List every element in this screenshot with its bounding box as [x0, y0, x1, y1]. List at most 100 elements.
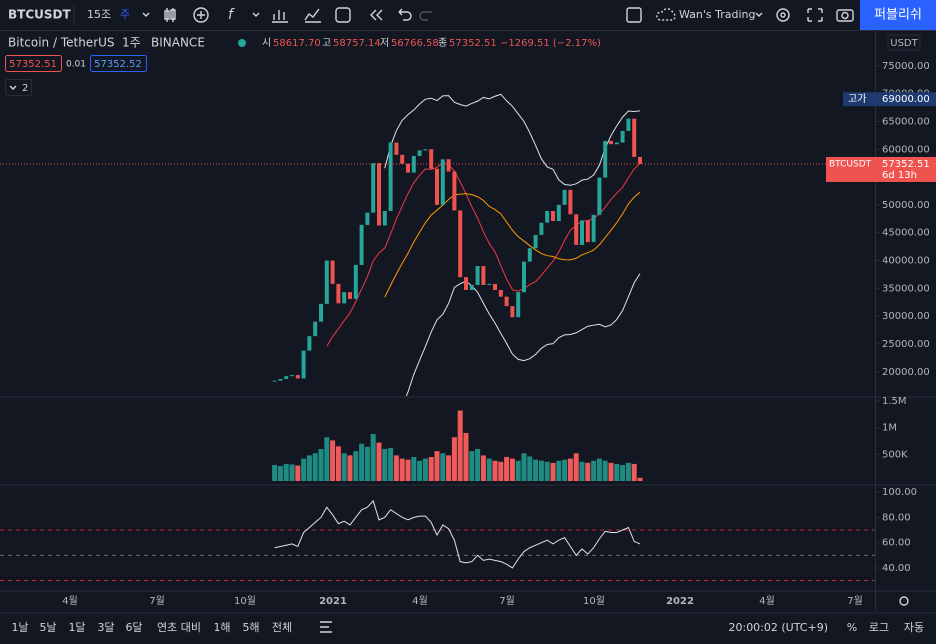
interval-button[interactable]: 15조: [87, 8, 111, 21]
candle: [568, 189, 573, 215]
settings-icon[interactable]: [899, 596, 909, 606]
currency-box[interactable]: [887, 34, 921, 51]
symbol-search[interactable]: BTCUSDT: [8, 8, 71, 22]
y-tick-label: 100.00: [882, 487, 917, 498]
y-tick-label: 1M: [882, 423, 897, 434]
layout-name[interactable]: Wan's Trading: [679, 8, 756, 21]
candle: [353, 264, 358, 299]
range-button[interactable]: 1달: [68, 621, 85, 634]
candle: [510, 306, 515, 318]
y-tick-label: 65000.00: [882, 116, 930, 127]
ask-price[interactable]: 57352.52: [94, 59, 142, 70]
volume-bar: [480, 455, 486, 481]
volume-bar: [469, 451, 475, 481]
candle: [330, 260, 335, 284]
legend-label: 저: [380, 37, 389, 49]
volume-bar: [283, 463, 289, 481]
range-button[interactable]: 전체: [272, 621, 292, 634]
percent-toggle[interactable]: %: [847, 621, 857, 634]
toggle-icon[interactable]: [9, 85, 17, 90]
volume-bar: [573, 453, 579, 481]
candle: [348, 292, 352, 299]
volume-bar: [359, 443, 365, 481]
candle: [504, 296, 509, 307]
volume-bar: [370, 434, 376, 481]
auto-toggle[interactable]: 자동: [904, 621, 924, 634]
ask-box[interactable]: [90, 55, 147, 72]
indicators-count[interactable]: 2: [22, 83, 28, 94]
candle: [365, 212, 370, 225]
indicators-toggle[interactable]: [5, 79, 32, 96]
y-tick-label: 45000.00: [882, 228, 930, 239]
candle: [371, 163, 376, 213]
volume-bar: [620, 464, 626, 481]
candle: [464, 277, 468, 290]
candle: [493, 283, 497, 290]
publish-button[interactable]: [860, 0, 936, 30]
range-button[interactable]: 3달: [97, 621, 114, 634]
last-price-tag: [826, 156, 936, 182]
y-tick-label: 30000.00: [882, 311, 930, 322]
bollinger-band: [384, 93, 641, 186]
legend-value: 57352.51: [449, 38, 497, 49]
candle: [527, 248, 532, 262]
volume-bar: [596, 458, 602, 481]
currency[interactable]: USDT: [890, 38, 918, 49]
bid-price[interactable]: 57352.51: [9, 59, 57, 70]
candle: [440, 159, 445, 205]
volume-bar: [538, 460, 544, 481]
legend-value: 58757.14: [333, 38, 381, 49]
publish-label[interactable]: 퍼블리쉬: [874, 8, 922, 23]
range-button[interactable]: 연초 대비: [157, 621, 201, 634]
price-pane: [272, 93, 642, 396]
y-tick-label: 60.00: [882, 538, 911, 549]
candle: [614, 142, 619, 145]
volume-bar: [434, 451, 440, 481]
volume-bar: [364, 446, 370, 481]
dropdown-icon[interactable]: [142, 12, 150, 17]
range-button[interactable]: 5날: [39, 621, 56, 634]
spread: 0.01: [66, 60, 86, 70]
chart-type-button[interactable]: 주: [120, 8, 130, 21]
volume-bar: [556, 460, 562, 481]
volume-bar: [330, 440, 336, 481]
candle: [324, 260, 329, 304]
range-button[interactable]: 1해: [213, 620, 230, 634]
legend-interval: 1주: [122, 36, 141, 50]
volume-bar: [550, 462, 556, 481]
candle: [597, 177, 602, 215]
volume-bar: [521, 453, 527, 481]
moving-average: [384, 191, 641, 298]
high-value: 69000.00: [882, 94, 930, 105]
legend-label: 시: [262, 37, 271, 49]
x-tick-label: 2022: [666, 596, 694, 607]
bid-box[interactable]: [5, 55, 62, 72]
y-tick-label: 35000.00: [882, 283, 930, 294]
candle: [533, 234, 538, 249]
volume-bar: [382, 448, 388, 481]
y-tick-label: 60000.00: [882, 144, 930, 155]
x-tick-label: 4월: [412, 595, 428, 607]
log-toggle[interactable]: 로그: [869, 621, 889, 634]
volume-bar: [417, 460, 423, 481]
candle: [377, 163, 381, 226]
candle: [452, 171, 457, 211]
candle: [295, 375, 300, 379]
x-tick-label: 2021: [319, 596, 347, 607]
date-range-icon[interactable]: [320, 621, 332, 633]
candle: [481, 266, 486, 285]
range-button[interactable]: 5해: [242, 620, 259, 634]
candle: [469, 284, 474, 290]
range-button[interactable]: 6달: [125, 621, 142, 634]
high-tag: [843, 92, 936, 107]
volume-bar: [440, 453, 446, 481]
volume-bar: [376, 442, 382, 481]
volume-bar: [562, 459, 568, 481]
legend-exchange: BINANCE: [151, 36, 205, 50]
candle: [272, 380, 277, 382]
candle: [382, 210, 387, 226]
candle: [487, 283, 492, 285]
range-button[interactable]: 1날: [11, 621, 28, 634]
toolbar-icons[interactable]: f: [164, 7, 854, 23]
